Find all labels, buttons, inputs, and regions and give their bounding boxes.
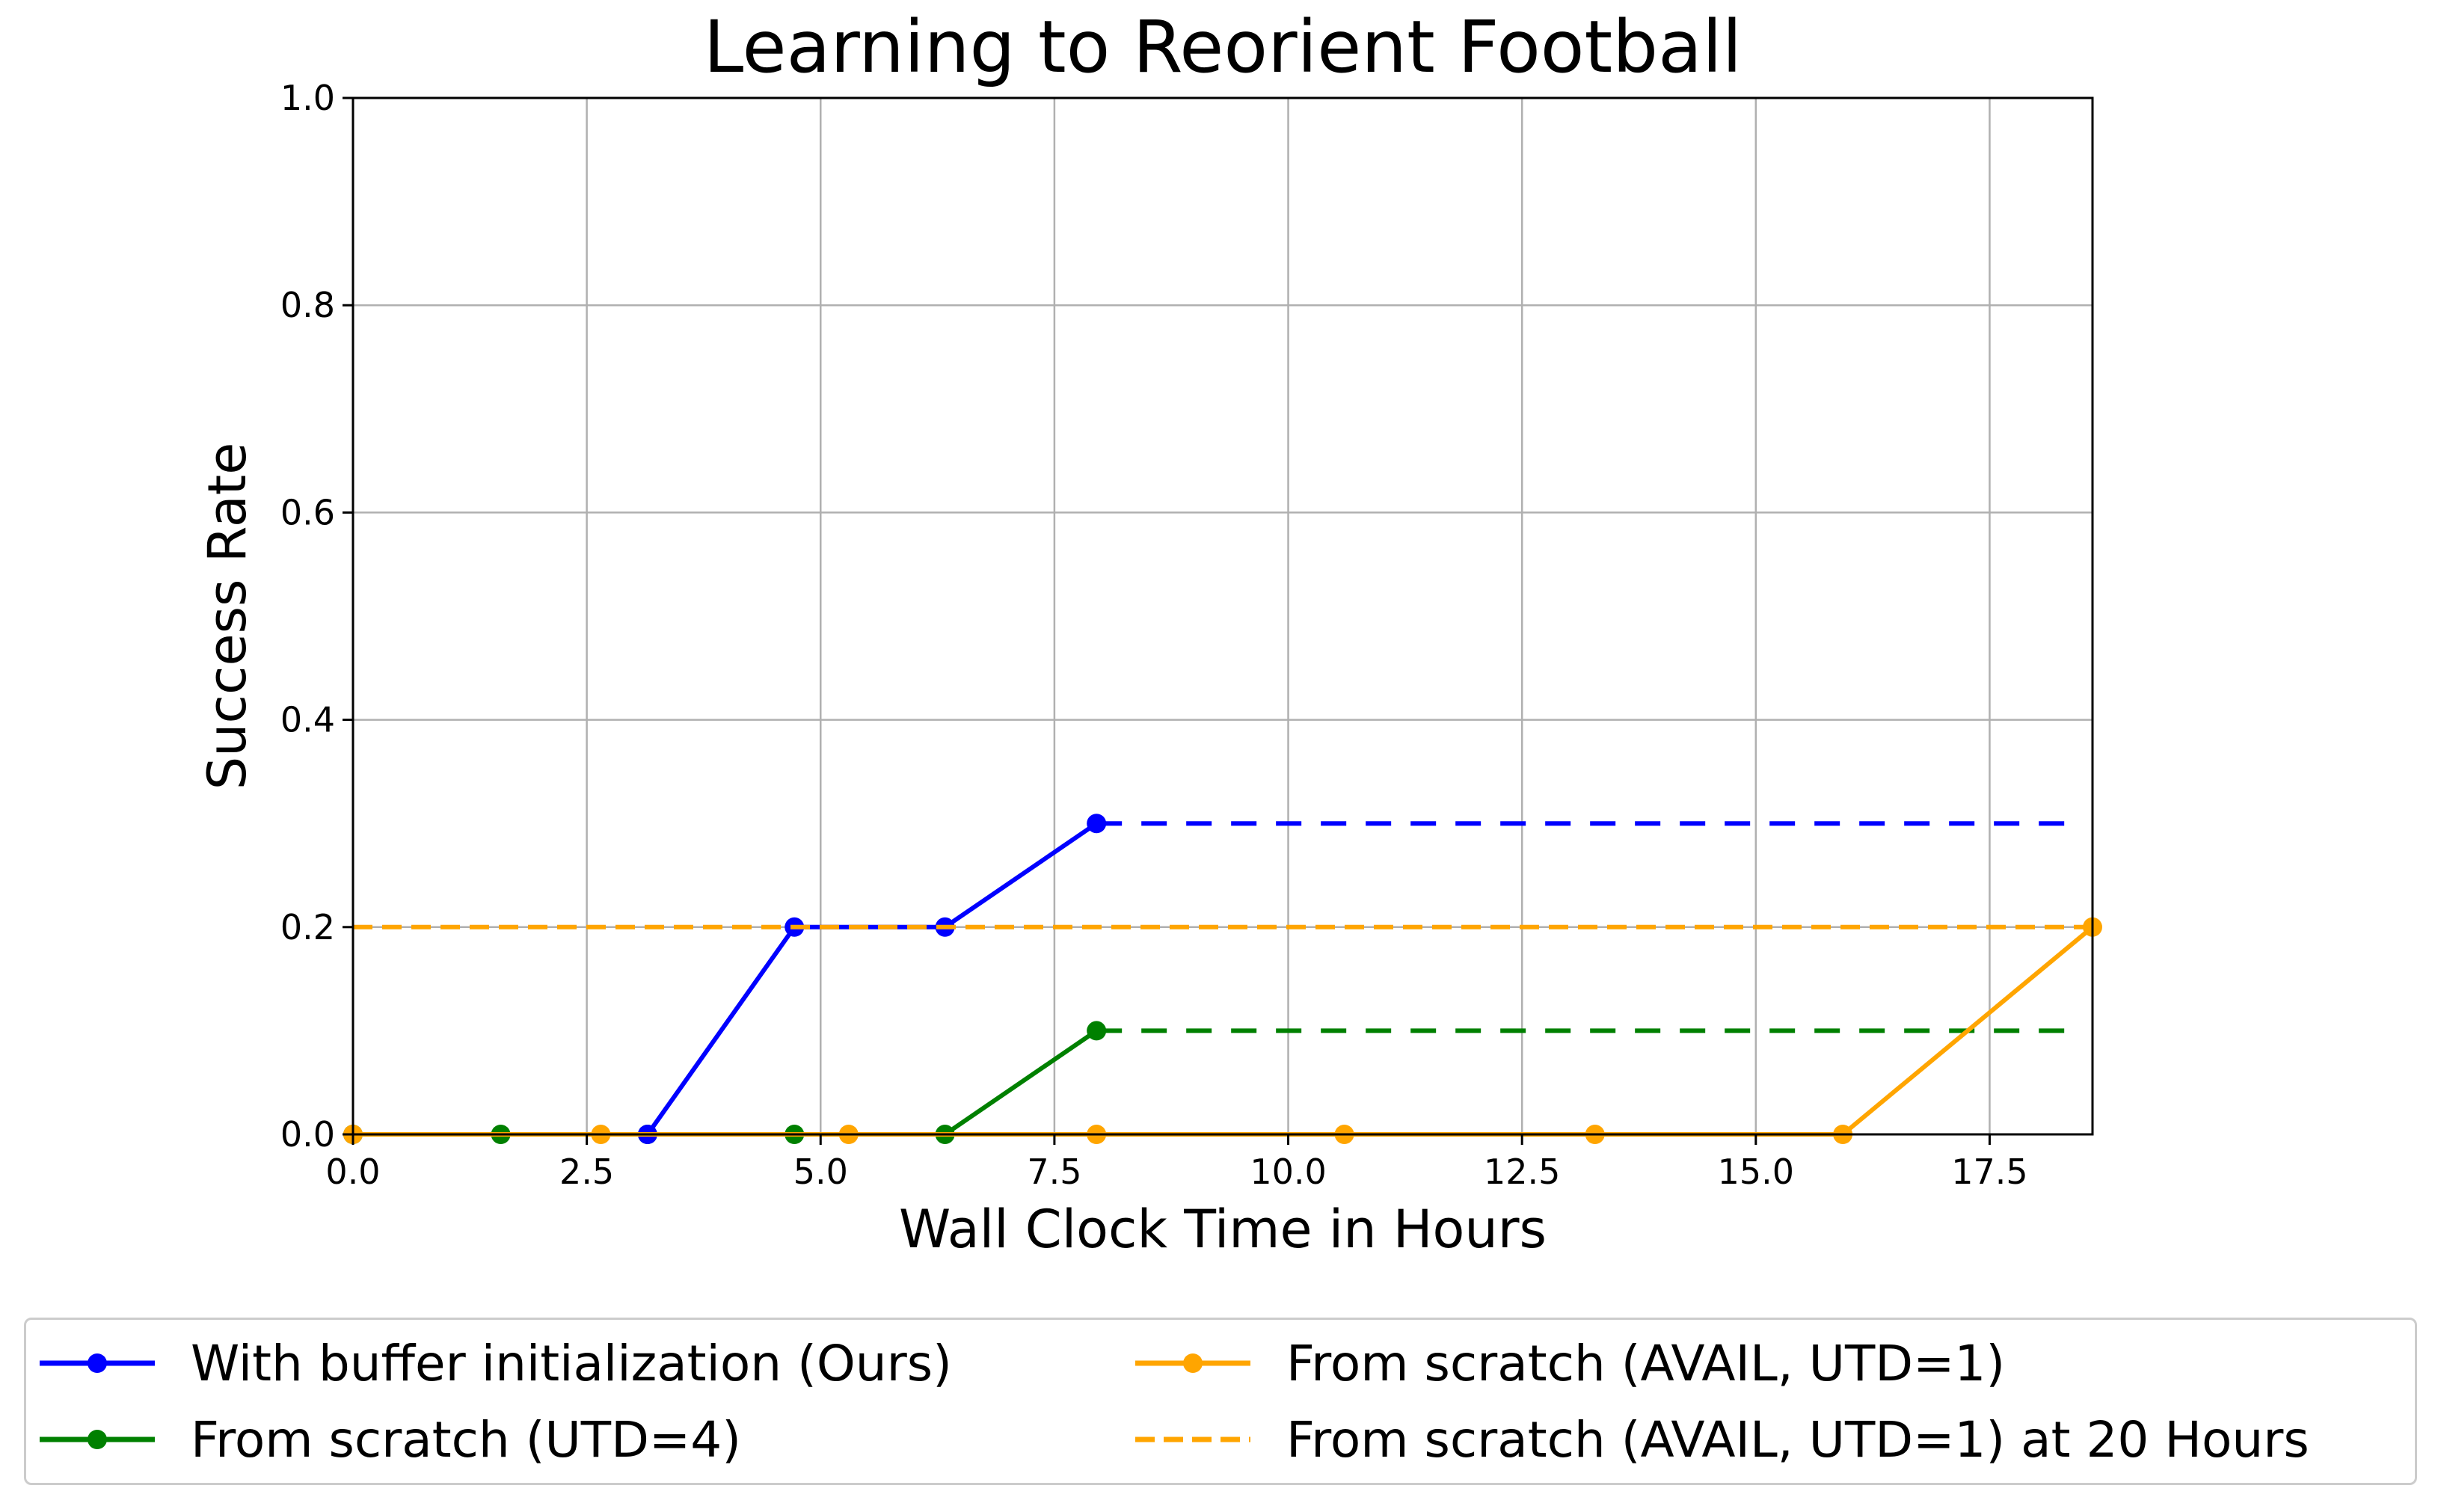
data-point-buffer-init <box>1087 814 1107 834</box>
legend-swatch-buffer-init <box>40 1353 155 1373</box>
data-point-scratch-utd4 <box>1087 1021 1107 1041</box>
legend-entry-scratch-avail-20h: From scratch (AVAIL, UTD=1) at 20 Hours <box>1135 1410 2309 1469</box>
y-tick-label: 0.2 <box>280 907 335 947</box>
x-tick-label: 0.0 <box>325 1152 380 1192</box>
legend-swatch-scratch-avail <box>1135 1353 1250 1373</box>
legend-label-scratch-avail: From scratch (AVAIL, UTD=1) <box>1286 1334 2006 1392</box>
legend-entry-buffer-init: With buffer initialization (Ours) <box>40 1333 952 1393</box>
chart-legend: With buffer initialization (Ours) From s… <box>24 1318 2417 1485</box>
axis-ticks: 0.0 2.5 5.0 7.5 10.0 12.5 15.0 17.5 0.0 0.2 0.4 0.6… <box>280 78 2028 1192</box>
plot-series <box>343 814 2102 1144</box>
x-tick-label: 10.0 <box>1250 1152 1326 1192</box>
y-tick-label: 0.8 <box>280 285 335 325</box>
y-tick-label: 1.0 <box>280 78 335 118</box>
legend-label-scratch-avail-20h: From scratch (AVAIL, UTD=1) at 20 Hours <box>1286 1410 2309 1469</box>
legend-swatch-scratch-utd4 <box>40 1430 155 1449</box>
legend-entry-scratch-avail: From scratch (AVAIL, UTD=1) <box>1135 1333 2005 1393</box>
x-tick-label: 17.5 <box>1951 1152 2027 1192</box>
series-line-scratch-utd4 <box>353 1028 1098 1137</box>
x-tick-label: 5.0 <box>793 1152 848 1192</box>
series-line-buffer-init <box>645 821 1098 1136</box>
x-axis-label: Wall Clock Time in Hours <box>899 1199 1547 1260</box>
y-tick-label: 0.6 <box>280 492 335 532</box>
x-tick-label: 7.5 <box>1027 1152 1081 1192</box>
legend-label-buffer-init: With buffer initialization (Ours) <box>191 1334 952 1392</box>
plot-frame <box>351 96 2094 1136</box>
x-tick-label: 15.0 <box>1718 1152 1794 1192</box>
y-tick-label: 0.0 <box>280 1114 335 1155</box>
x-tick-label: 2.5 <box>559 1152 614 1192</box>
x-tick-label: 12.5 <box>1484 1152 1560 1192</box>
grid-lines <box>351 96 2093 1136</box>
chart-title: Learning to Reorient Football <box>704 5 1743 89</box>
y-axis-label: Success Rate <box>197 443 258 790</box>
y-tick-label: 0.4 <box>280 700 335 740</box>
legend-label-scratch-utd4: From scratch (UTD=4) <box>191 1410 741 1469</box>
legend-swatch-scratch-avail-20h <box>1135 1436 1250 1442</box>
legend-entry-scratch-utd4: From scratch (UTD=4) <box>40 1410 741 1469</box>
